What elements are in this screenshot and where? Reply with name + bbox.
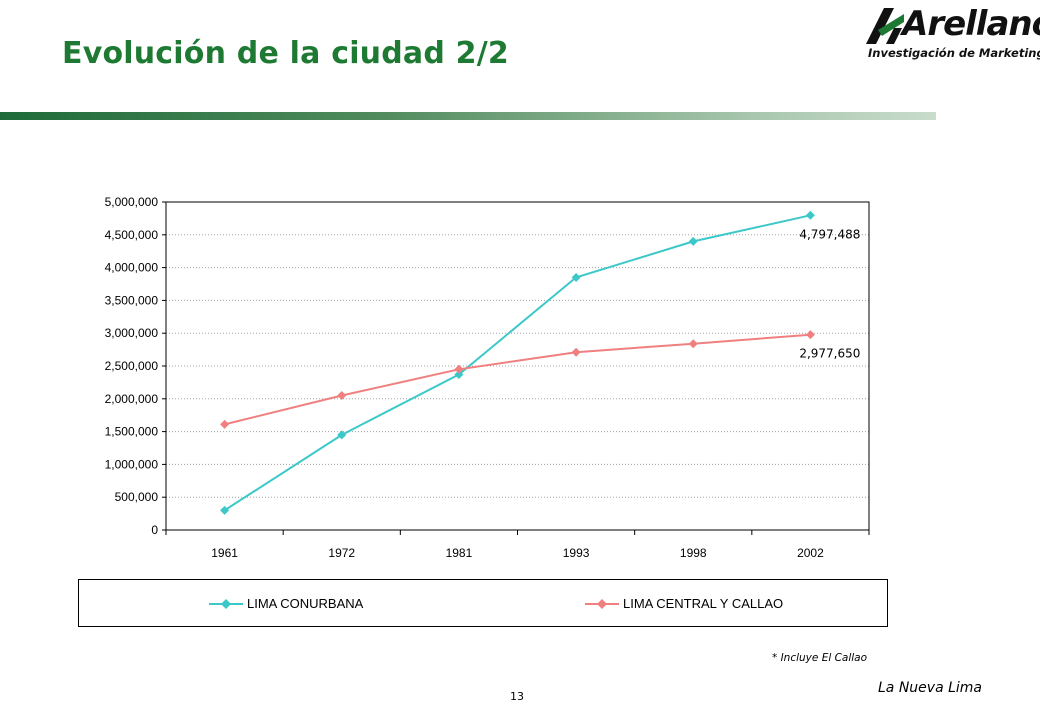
- y-tick-label: 3,000,000: [105, 326, 159, 340]
- x-tick-label: 1961: [211, 546, 238, 560]
- chart-legend: LIMA CONURBANA LIMA CENTRAL Y CALLAO: [78, 579, 888, 627]
- y-tick-label: 4,500,000: [105, 228, 159, 242]
- legend-item-central: LIMA CENTRAL Y CALLAO: [585, 596, 783, 611]
- data-labels: 4,797,488 2,977,650: [799, 227, 860, 360]
- y-tick-label: 1,500,000: [105, 425, 159, 439]
- x-tick-label: 1993: [563, 546, 590, 560]
- x-tick-label: 1972: [328, 546, 355, 560]
- gridlines: [166, 234, 869, 498]
- data-point: [805, 330, 815, 340]
- legend-label-central: LIMA CENTRAL Y CALLAO: [623, 596, 784, 611]
- logo-tagline: Investigación de Marketing: [868, 46, 1040, 60]
- y-tick-label: 3,500,000: [105, 293, 159, 307]
- page-title: Evolución de la ciudad 2/2: [62, 36, 509, 71]
- data-label: 2,977,650: [799, 347, 860, 361]
- page-number: 13: [510, 690, 524, 703]
- footnote: * Incluye El Callao: [772, 652, 868, 664]
- data-point: [220, 419, 230, 429]
- data-point: [220, 505, 230, 515]
- title-underline-bar: [0, 112, 936, 120]
- data-point: [571, 347, 581, 357]
- series-lines: [220, 210, 815, 515]
- legend-label-conurbana: LIMA CONURBANA: [247, 596, 364, 611]
- legend-item-conurbana: LIMA CONURBANA: [209, 596, 363, 611]
- data-point: [454, 370, 464, 380]
- x-tick-label: 1998: [680, 546, 707, 560]
- y-tick-label: 1,000,000: [105, 457, 159, 471]
- x-tick-label: 1981: [446, 546, 473, 560]
- logo-wordmark: Arellano: [902, 4, 1040, 44]
- y-tick-label: 2,500,000: [105, 359, 159, 373]
- series-line-0: [224, 214, 811, 512]
- data-point: [454, 364, 464, 374]
- footer-label: La Nueva Lima: [878, 680, 983, 696]
- x-axis-ticks: 1961 1972 1981 1993 1998 2002: [165, 530, 870, 560]
- data-point: [688, 236, 698, 246]
- data-point: [805, 210, 815, 220]
- series-line-1: [224, 333, 811, 426]
- y-tick-label: 500,000: [115, 490, 159, 504]
- y-axis-ticks: 0 500,000 1,000,000 1,500,000 2,000,000 2,500…: [105, 195, 166, 537]
- data-point: [337, 430, 347, 440]
- data-point: [688, 339, 698, 349]
- data-point: [571, 272, 581, 282]
- legend-marker-conurbana-icon: [209, 598, 243, 609]
- legend-marker-central-icon: [585, 598, 619, 609]
- logo-mark-icon: [866, 8, 904, 44]
- y-tick-label: 5,000,000: [105, 195, 159, 209]
- y-tick-label: 0: [151, 523, 158, 537]
- data-point: [337, 391, 347, 401]
- x-tick-label: 2002: [797, 546, 824, 560]
- y-tick-label: 4,000,000: [105, 261, 159, 275]
- y-tick-label: 2,000,000: [105, 392, 159, 406]
- company-logo: Arellano Investigación de Marketing: [862, 2, 1040, 66]
- data-label: 4,797,488: [799, 227, 860, 241]
